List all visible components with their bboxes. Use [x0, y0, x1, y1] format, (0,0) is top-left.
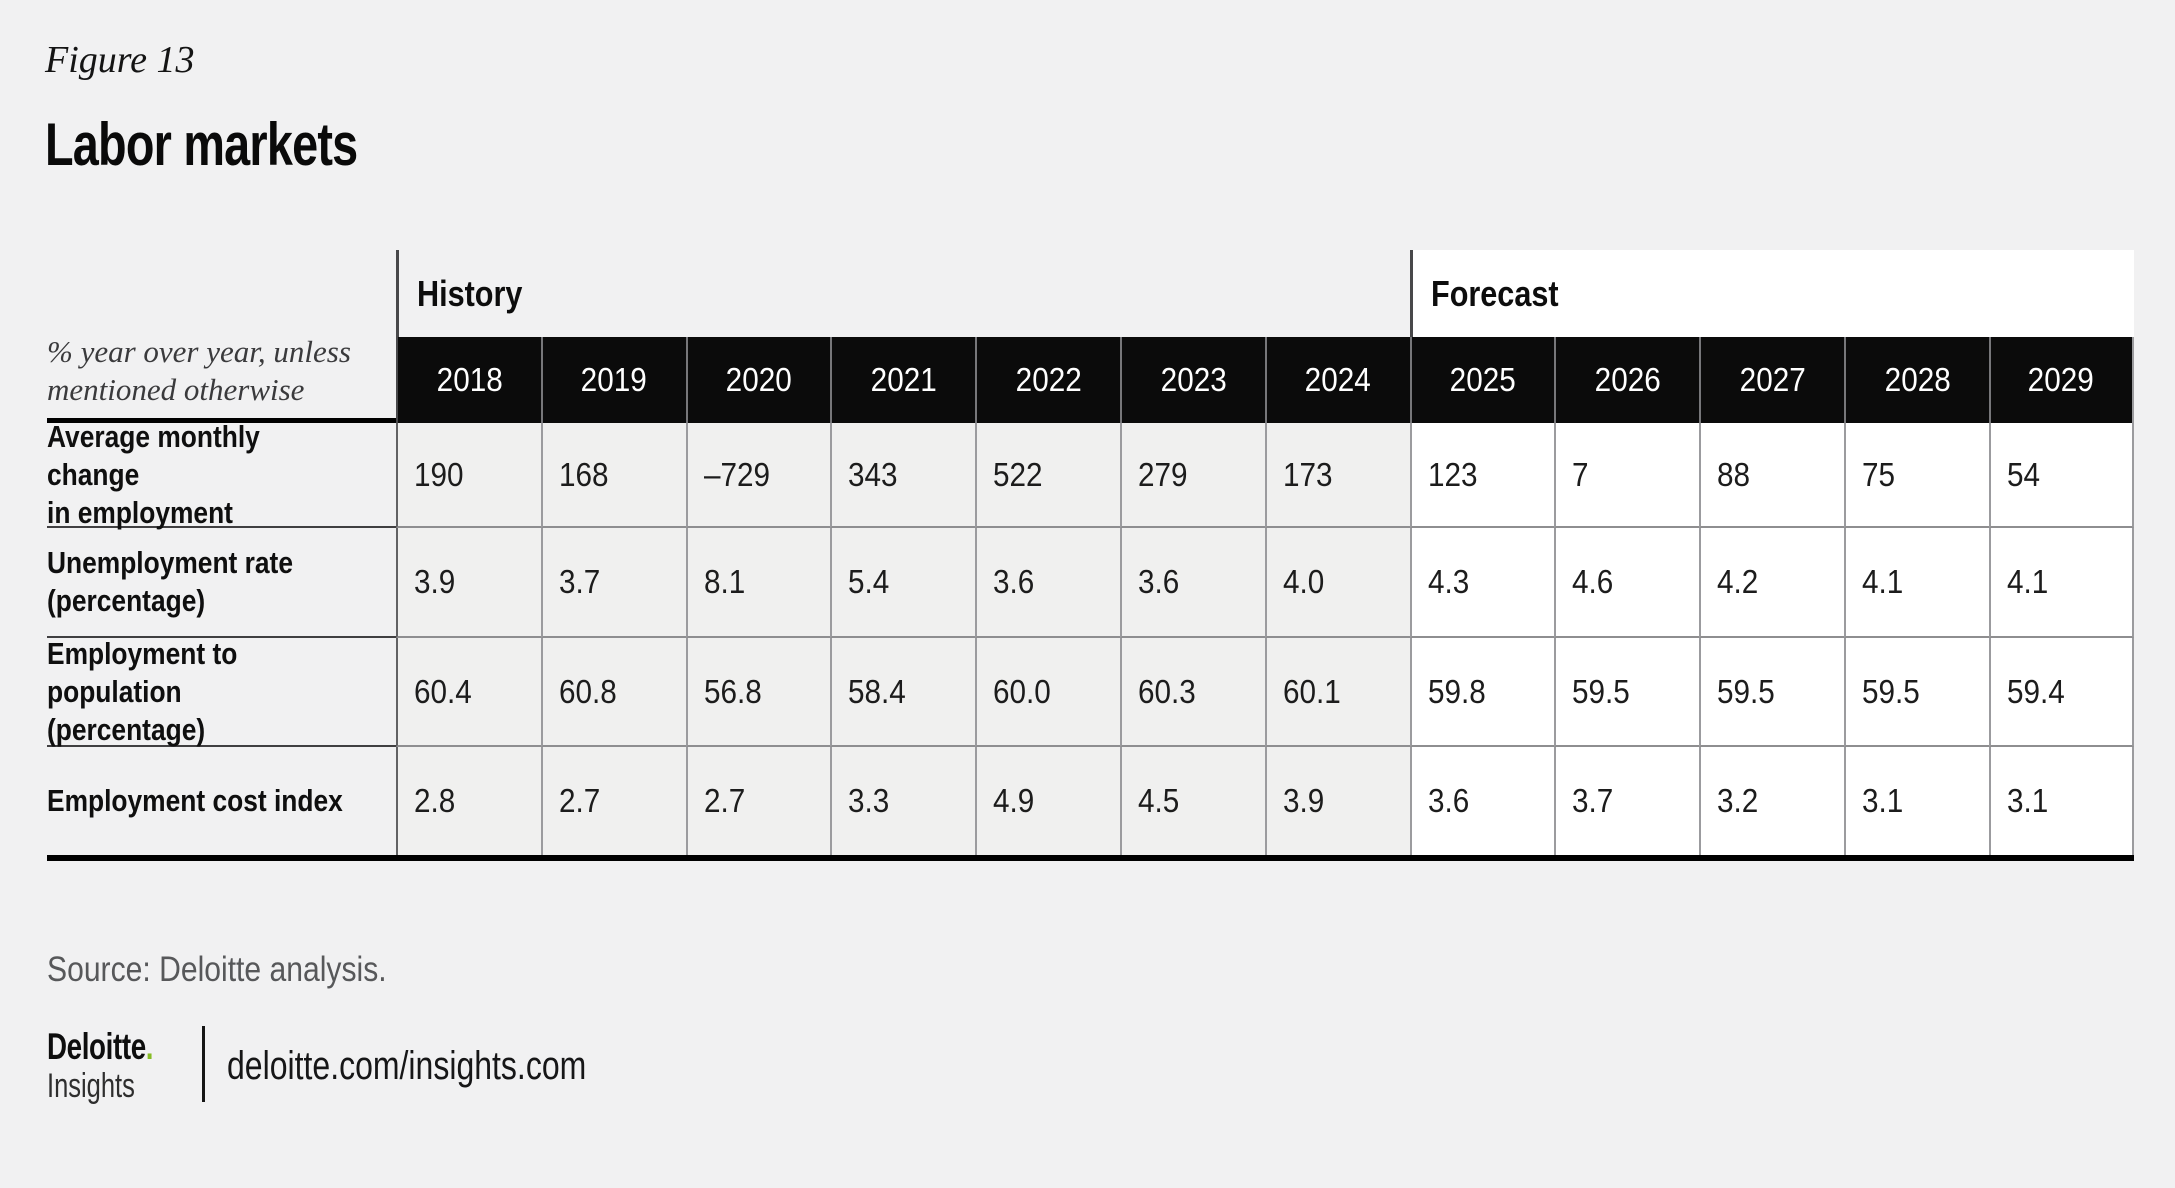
- value-cell-2021: 343: [830, 423, 976, 528]
- value-cell-2019: 168: [540, 423, 686, 528]
- value-cell-2018: 2.8: [396, 747, 541, 855]
- value-cell-2019: 2.7: [540, 747, 686, 855]
- row-label: Employment cost index: [47, 783, 343, 818]
- logo-url: deloitte.com/insights.com: [227, 1044, 587, 1089]
- history-group-header: History: [396, 250, 1410, 337]
- logo-divider: [202, 1026, 205, 1102]
- logo-wordmark: Deloitte. Insights: [47, 1026, 202, 1105]
- value-cell-2022: 3.6: [975, 528, 1120, 638]
- value-cell-2024: 3.9: [1264, 747, 1410, 855]
- value-cell-2028: 3.1: [1843, 747, 1989, 855]
- value-cell-2020: 2.7: [685, 747, 831, 855]
- value-cell-2020: 8.1: [685, 528, 831, 638]
- value-cell-2020: 56.8: [685, 638, 831, 747]
- value-cell-2026: 4.6: [1554, 528, 1700, 638]
- value-cell-2023: 60.3: [1119, 638, 1265, 747]
- value-cell-2018: 3.9: [396, 528, 541, 638]
- row-label: Unemployment rate (percentage): [47, 528, 396, 638]
- value-cell-2025: 123: [1409, 423, 1555, 528]
- value-cell-2023: 3.6: [1119, 528, 1265, 638]
- logo-brand-text: Deloitte.: [47, 1026, 154, 1067]
- value-cell-2023: 4.5: [1119, 747, 1265, 855]
- value-cell-2025: 59.8: [1409, 638, 1555, 747]
- year-header-2023: 2023: [1119, 337, 1265, 423]
- value-cell-2019: 3.7: [540, 528, 686, 638]
- year-header-2021: 2021: [830, 337, 976, 423]
- year-header-2028: 2028: [1843, 337, 1989, 423]
- value-cell-2018: 190: [396, 423, 541, 528]
- year-header-2020: 2020: [685, 337, 831, 423]
- value-cell-2021: 5.4: [830, 528, 976, 638]
- value-cell-2022: 60.0: [975, 638, 1120, 747]
- value-cell-2019: 60.8: [540, 638, 686, 747]
- value-cell-2028: 4.1: [1843, 528, 1989, 638]
- band-spacer: [47, 250, 396, 337]
- logo-green-dot: .: [145, 1026, 154, 1067]
- value-cell-2023: 279: [1119, 423, 1265, 528]
- value-cell-2022: 522: [975, 423, 1120, 528]
- value-cell-2026: 7: [1554, 423, 1700, 528]
- value-cell-2028: 59.5: [1843, 638, 1989, 747]
- value-cell-2024: 4.0: [1264, 528, 1410, 638]
- year-header-2022: 2022: [975, 337, 1120, 423]
- source-note: Source: Deloitte analysis.: [47, 950, 387, 989]
- value-cell-2027: 3.2: [1699, 747, 1844, 855]
- value-cell-2026: 3.7: [1554, 747, 1700, 855]
- year-header-2018: 2018: [396, 337, 541, 423]
- value-cell-2029: 54: [1988, 423, 2134, 528]
- figure-title: Labor markets: [45, 111, 358, 178]
- row-label: Employment to population (percentage): [47, 636, 396, 747]
- deloitte-insights-logo: Deloitte. Insights deloitte.com/insights…: [47, 1026, 676, 1105]
- value-cell-2029: 3.1: [1988, 747, 2134, 855]
- value-cell-2020: –729: [685, 423, 831, 528]
- value-cell-2027: 4.2: [1699, 528, 1844, 638]
- value-cell-2025: 4.3: [1409, 528, 1555, 638]
- value-cell-2021: 3.3: [830, 747, 976, 855]
- year-header-2019: 2019: [540, 337, 686, 423]
- value-cell-2018: 60.4: [396, 638, 541, 747]
- labor-table: History Forecast % year over year, unles…: [47, 250, 2134, 861]
- unit-note: % year over year, unless mentioned other…: [47, 334, 396, 423]
- year-header-2024: 2024: [1264, 337, 1410, 423]
- forecast-group-header: Forecast: [1409, 250, 2134, 337]
- year-header-2029: 2029: [1988, 337, 2134, 423]
- value-cell-2024: 60.1: [1264, 638, 1410, 747]
- value-cell-2021: 58.4: [830, 638, 976, 747]
- year-header-2025: 2025: [1409, 337, 1555, 423]
- value-cell-2029: 59.4: [1988, 638, 2134, 747]
- logo-sub-text: Insights: [47, 1066, 135, 1105]
- year-header-2027: 2027: [1699, 337, 1844, 423]
- figure-number: Figure 13: [45, 39, 195, 81]
- year-header-2026: 2026: [1554, 337, 1700, 423]
- value-cell-2028: 75: [1843, 423, 1989, 528]
- value-cell-2024: 173: [1264, 423, 1410, 528]
- value-cell-2022: 4.9: [975, 747, 1120, 855]
- value-cell-2026: 59.5: [1554, 638, 1700, 747]
- value-cell-2027: 88: [1699, 423, 1844, 528]
- value-cell-2025: 3.6: [1409, 747, 1555, 855]
- row-label: Average monthly change in employment: [47, 419, 396, 530]
- value-cell-2029: 4.1: [1988, 528, 2134, 638]
- value-cell-2027: 59.5: [1699, 638, 1844, 747]
